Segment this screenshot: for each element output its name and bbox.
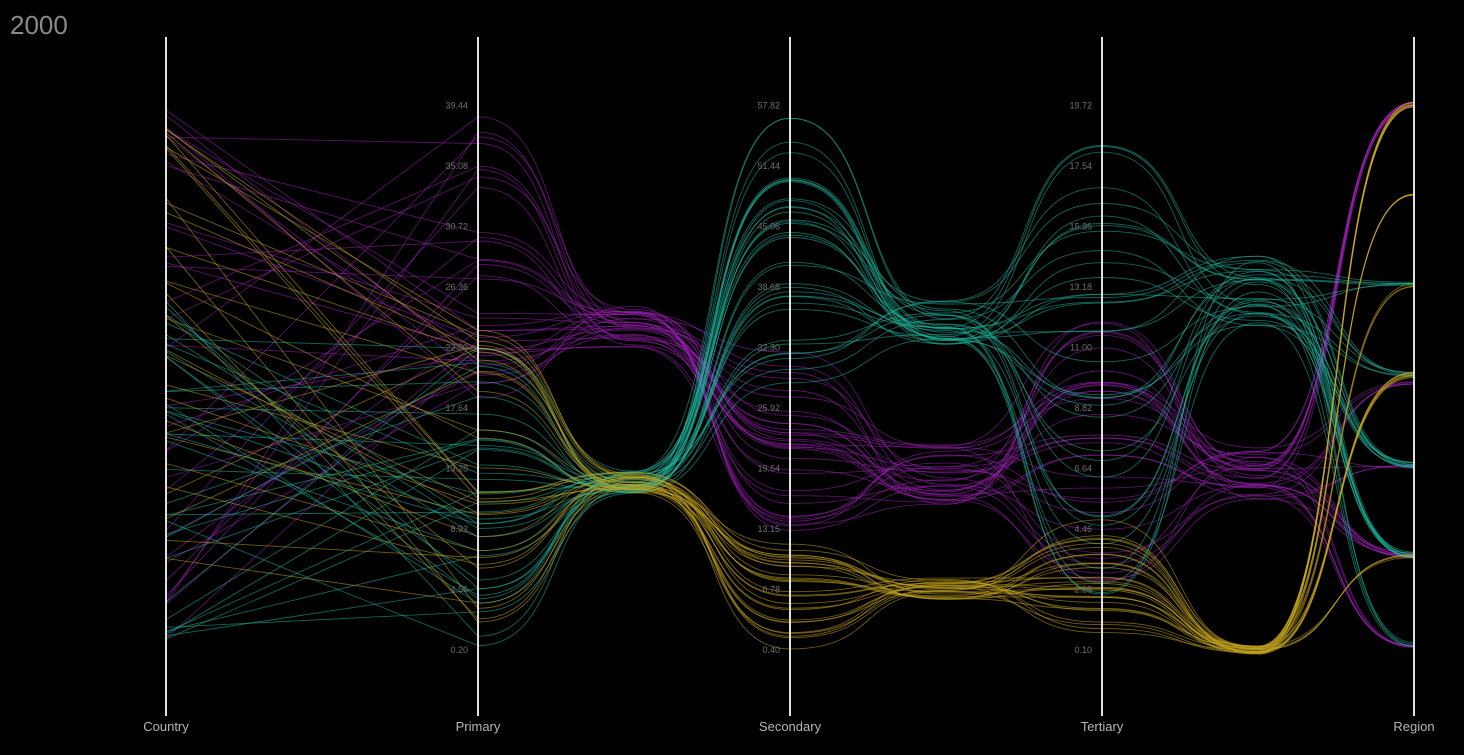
tick-label: 4.56 bbox=[450, 585, 468, 595]
tick-label: 0.40 bbox=[762, 645, 780, 655]
tick-label: 30.72 bbox=[445, 222, 468, 232]
tick-label: 13.15 bbox=[757, 524, 780, 534]
tick-label: 6.78 bbox=[762, 585, 780, 595]
tick-label: 15.36 bbox=[1069, 222, 1092, 232]
data-lines bbox=[165, 101, 1415, 655]
tick-label: 13.28 bbox=[445, 464, 468, 474]
tick-label: 0.20 bbox=[450, 645, 468, 655]
tick-label: 4.46 bbox=[1074, 524, 1092, 534]
data-line bbox=[165, 261, 1415, 637]
data-line bbox=[165, 240, 1415, 559]
axis-label-secondary: Secondary bbox=[759, 719, 822, 734]
data-line bbox=[165, 194, 1415, 648]
data-line bbox=[165, 128, 1415, 655]
tick-label: 51.44 bbox=[757, 161, 780, 171]
data-line bbox=[165, 104, 1415, 651]
data-line bbox=[165, 259, 1415, 647]
data-line bbox=[165, 187, 1415, 574]
data-line bbox=[165, 141, 1415, 647]
data-line bbox=[165, 106, 1415, 654]
tick-label: 19.64 bbox=[757, 464, 780, 474]
tick-label: 11.00 bbox=[1070, 343, 1092, 353]
data-line bbox=[165, 126, 1415, 565]
data-line bbox=[165, 106, 1415, 525]
tick-label: 26.36 bbox=[445, 282, 468, 292]
data-line bbox=[165, 222, 1415, 647]
data-line bbox=[165, 109, 1415, 491]
tick-label: 38.68 bbox=[757, 282, 780, 292]
data-line bbox=[165, 225, 1415, 628]
tick-label: 13.18 bbox=[1069, 282, 1092, 292]
tick-label: 17.64 bbox=[445, 403, 468, 413]
data-line bbox=[165, 187, 1415, 604]
data-line bbox=[165, 334, 1415, 554]
tick-label: 35.08 bbox=[445, 161, 468, 171]
tick-label: 39.44 bbox=[445, 101, 468, 111]
tick-label: 25.92 bbox=[757, 403, 780, 413]
axis-label-primary: Primary bbox=[456, 719, 501, 734]
tick-label: 32.30 bbox=[757, 343, 780, 353]
data-line bbox=[165, 226, 1415, 646]
tick-label: 19.72 bbox=[1069, 101, 1092, 111]
axes: Country 0.20 4.56 8.92 13.28 17.64 22.00 26.36 3… bbox=[143, 37, 1435, 734]
data-line bbox=[165, 198, 1415, 525]
data-line bbox=[165, 104, 1415, 501]
chart-title: 2000 bbox=[10, 10, 68, 40]
tick-label: 22.00 bbox=[445, 343, 468, 353]
tick-label: 8.92 bbox=[450, 524, 468, 534]
tick-label: 57.82 bbox=[757, 101, 780, 111]
axis-label-tertiary: Tertiary bbox=[1081, 719, 1124, 734]
tick-label: 6.64 bbox=[1074, 464, 1092, 474]
tick-label: 2.28 bbox=[1074, 585, 1092, 595]
data-line bbox=[165, 104, 1415, 495]
axis-label-region: Region bbox=[1393, 719, 1434, 734]
data-line bbox=[165, 114, 1415, 514]
data-line bbox=[165, 102, 1415, 605]
data-line bbox=[165, 161, 1415, 556]
tick-label: 0.10 bbox=[1074, 645, 1092, 655]
tick-label: 45.06 bbox=[757, 222, 780, 232]
data-line bbox=[165, 463, 1415, 651]
tick-label: 8.82 bbox=[1074, 403, 1092, 413]
data-line bbox=[165, 194, 1415, 653]
tick-label: 17.54 bbox=[1069, 161, 1092, 171]
axis-label-country: Country bbox=[143, 719, 189, 734]
data-line bbox=[165, 104, 1415, 522]
